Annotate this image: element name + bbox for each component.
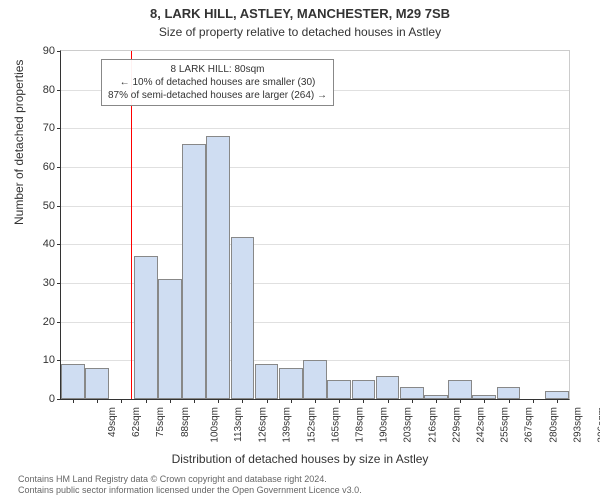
histogram-bar [206,136,230,399]
xtick-label: 216sqm [427,407,438,443]
footer-attribution: Contains HM Land Registry data © Crown c… [18,474,362,497]
xtick-label: 139sqm [282,407,293,443]
xtick-label: 126sqm [258,407,269,443]
xtick-mark [242,399,243,403]
xtick-mark [97,399,98,403]
histogram-bar [255,364,279,399]
y-axis-label: Number of detached properties [12,60,26,225]
xtick-mark [315,399,316,403]
histogram-bar [303,360,327,399]
ytick-mark [57,360,61,361]
xtick-mark [509,399,510,403]
ytick-label: 40 [25,238,55,250]
xtick-label: 49sqm [107,407,118,437]
plot-inner: 010203040506070809049sqm62sqm75sqm88sqm1… [60,50,570,400]
annotation-line: ← 10% of detached houses are smaller (30… [108,76,327,89]
footer-line1: Contains HM Land Registry data © Crown c… [18,474,362,485]
histogram-bar [85,368,109,399]
xtick-label: 306sqm [596,407,600,443]
ytick-mark [57,167,61,168]
ytick-mark [57,322,61,323]
gridline [61,244,569,245]
xtick-label: 75sqm [155,407,166,437]
xtick-label: 242sqm [476,407,487,443]
ytick-mark [57,51,61,52]
xtick-mark [146,399,147,403]
xtick-mark [170,399,171,403]
ytick-label: 80 [25,84,55,96]
histogram-bar [182,144,206,399]
xtick-label: 165sqm [330,407,341,443]
xtick-label: 178sqm [355,407,366,443]
xtick-mark [218,399,219,403]
histogram-bar [158,279,182,399]
ytick-mark [57,244,61,245]
xtick-mark [412,399,413,403]
xtick-label: 152sqm [306,407,317,443]
xtick-label: 267sqm [524,407,535,443]
histogram-bar [497,387,521,399]
xtick-label: 113sqm [233,407,244,442]
xtick-mark [484,399,485,403]
xtick-label: 229sqm [451,407,462,443]
xtick-mark [557,399,558,403]
ytick-label: 0 [25,393,55,405]
histogram-bar [448,380,472,399]
annotation-line: 8 LARK HILL: 80sqm [108,63,327,76]
ytick-mark [57,399,61,400]
histogram-bar [400,387,424,399]
histogram-bar [134,256,158,399]
histogram-bar [376,376,400,399]
histogram-bar [279,368,303,399]
ytick-label: 70 [25,122,55,134]
gridline [61,167,569,168]
xtick-label: 62sqm [131,407,142,437]
ytick-label: 90 [25,45,55,57]
x-axis-label: Distribution of detached houses by size … [0,452,600,466]
footer-line2: Contains public sector information licen… [18,485,362,496]
xtick-label: 280sqm [548,407,559,443]
xtick-mark [267,399,268,403]
xtick-label: 100sqm [209,407,220,443]
chart-subtitle: Size of property relative to detached ho… [0,23,600,39]
ytick-label: 30 [25,277,55,289]
gridline [61,128,569,129]
histogram-bar [352,380,376,399]
xtick-mark [339,399,340,403]
xtick-mark [121,399,122,403]
ytick-label: 50 [25,200,55,212]
xtick-label: 293sqm [572,407,583,443]
xtick-mark [436,399,437,403]
xtick-mark [194,399,195,403]
xtick-mark [460,399,461,403]
annotation-box: 8 LARK HILL: 80sqm← 10% of detached hous… [101,59,334,106]
ytick-mark [57,90,61,91]
gridline [61,206,569,207]
ytick-label: 60 [25,161,55,173]
xtick-mark [533,399,534,403]
xtick-mark [388,399,389,403]
histogram-bar [61,364,85,399]
ytick-label: 20 [25,316,55,328]
xtick-label: 203sqm [403,407,414,443]
ytick-mark [57,128,61,129]
annotation-line: 87% of semi-detached houses are larger (… [108,89,327,102]
ytick-label: 10 [25,354,55,366]
xtick-mark [73,399,74,403]
xtick-label: 190sqm [379,407,390,443]
xtick-mark [291,399,292,403]
histogram-bar [545,391,569,399]
chart-title: 8, LARK HILL, ASTLEY, MANCHESTER, M29 7S… [0,0,600,23]
xtick-label: 255sqm [500,407,511,443]
ytick-mark [57,206,61,207]
histogram-bar [231,237,255,399]
xtick-label: 88sqm [180,407,191,437]
histogram-bar [327,380,351,399]
plot-area: 010203040506070809049sqm62sqm75sqm88sqm1… [60,50,570,420]
xtick-mark [363,399,364,403]
ytick-mark [57,283,61,284]
